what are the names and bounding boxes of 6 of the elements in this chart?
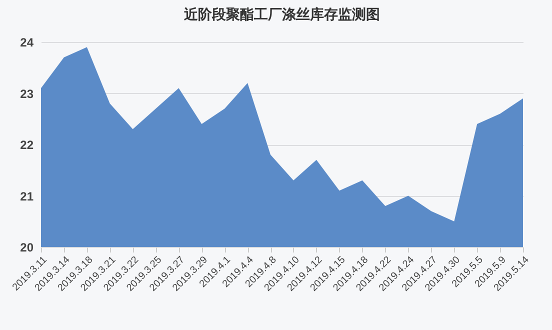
y-tick-label: 23 — [20, 86, 34, 101]
y-tick-label: 24 — [20, 36, 34, 50]
y-tick-label: 20 — [20, 240, 34, 254]
y-tick-label: 21 — [20, 189, 34, 204]
chart-title: 近阶段聚酯工厂涤丝库存监测图 — [183, 6, 380, 23]
y-tick-label: 22 — [20, 138, 34, 152]
